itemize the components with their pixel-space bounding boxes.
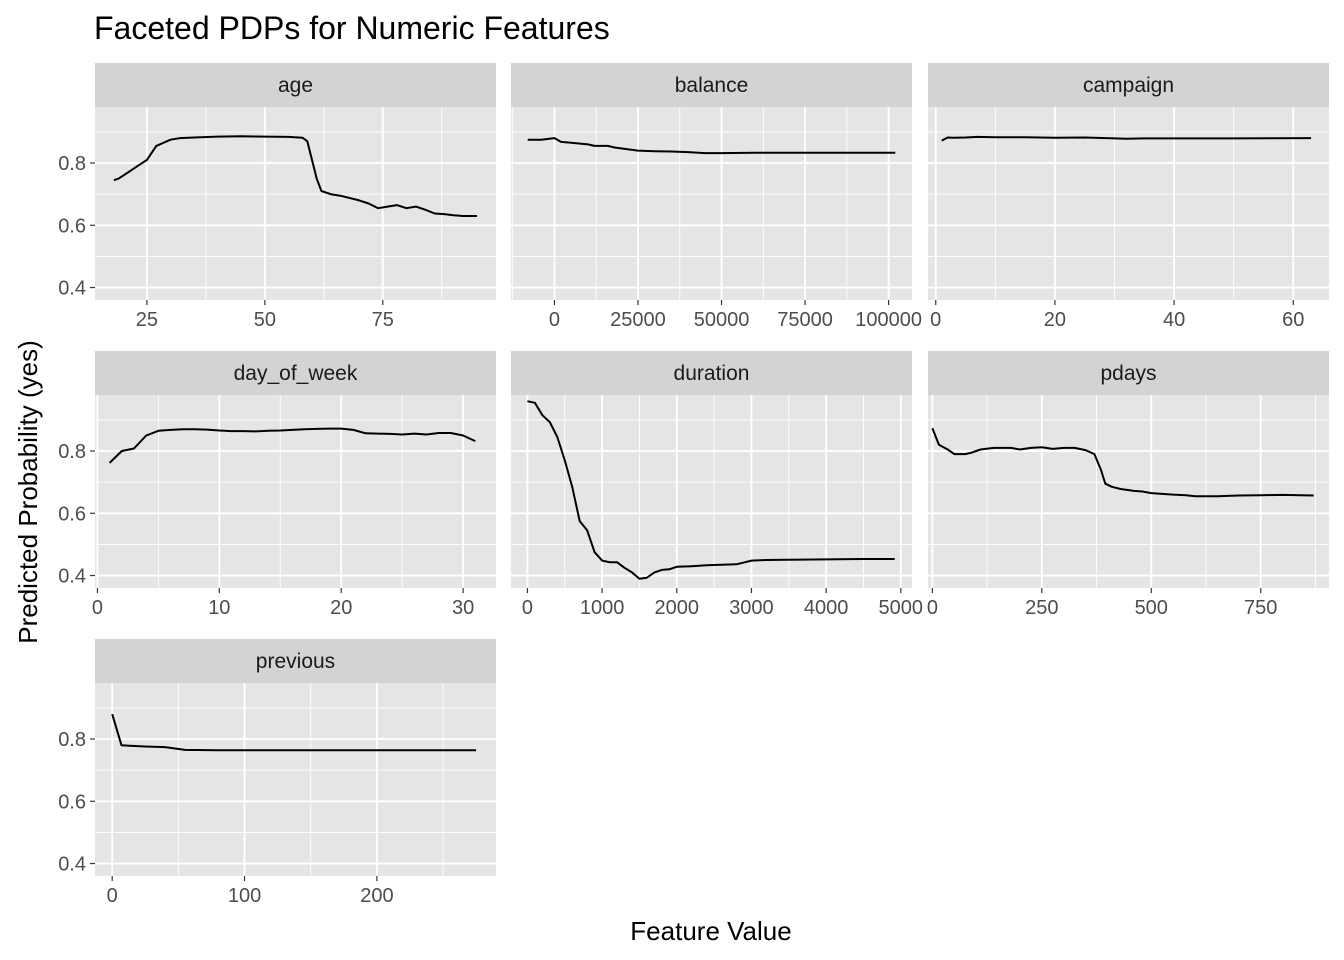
x-axis-title: Feature Value <box>630 916 791 946</box>
y-tick-label: 0.8 <box>58 729 86 751</box>
strip-label-age: age <box>278 74 313 97</box>
x-tick-label: 40 <box>1163 309 1185 331</box>
panel-pdays <box>928 395 1329 588</box>
pdp-line-duration <box>527 400 895 580</box>
x-tick-label: 0 <box>107 885 118 907</box>
x-tick-label: 3000 <box>729 597 774 619</box>
grid-balance <box>511 107 912 300</box>
strip-balance <box>511 63 912 107</box>
panel-age <box>95 107 496 300</box>
x-tick-label: 25 <box>136 309 158 331</box>
facet-balance: balance 0 25000 50000 75000 100000 <box>511 63 922 331</box>
x-tick-label: 100000 <box>855 309 922 331</box>
strip-pdays <box>928 351 1329 395</box>
x-tick-label: 20 <box>1044 309 1066 331</box>
x-tick-label: 60 <box>1282 309 1304 331</box>
panel-previous <box>95 683 496 876</box>
pdp-line-age <box>113 135 478 217</box>
facet-duration: duration 0 1000 2000 3000 4000 5000 <box>511 351 923 619</box>
x-tick-label: 250 <box>1025 597 1058 619</box>
facet-day-of-week: day_of_week 0 10 20 30 0.4 0.6 0.8 <box>58 351 496 619</box>
x-tick-label: 20 <box>330 597 352 619</box>
y-tick-label: 0.6 <box>58 215 86 237</box>
x-tick-label: 75 <box>372 309 394 331</box>
pdp-line-campaign <box>941 135 1312 142</box>
panel-balance <box>511 107 912 300</box>
panel-day-of-week <box>95 395 496 588</box>
strip-label-duration: duration <box>674 362 750 385</box>
facet-previous: previous 0 100 200 0.4 0.6 0.8 <box>58 639 496 907</box>
facet-age: age 25 50 75 0.4 0.6 0.8 <box>58 63 496 331</box>
y-tick-label: 0.4 <box>58 566 86 588</box>
strip-label-day-of-week: day_of_week <box>234 362 358 385</box>
x-tick-label: 50000 <box>694 309 750 331</box>
chart-title: Faceted PDPs for Numeric Features <box>94 10 610 46</box>
x-tick-label: 0 <box>522 597 533 619</box>
grid-day-of-week <box>95 395 496 588</box>
x-tick-label: 0 <box>549 309 560 331</box>
strip-label-previous: previous <box>256 650 335 673</box>
y-tick-label: 0.6 <box>58 503 86 525</box>
x-tick-label: 2000 <box>655 597 700 619</box>
x-tick-label: 0 <box>930 309 941 331</box>
grid-campaign <box>928 107 1329 300</box>
y-tick-label: 0.4 <box>58 854 86 876</box>
strip-label-campaign: campaign <box>1083 74 1174 97</box>
strip-campaign <box>928 63 1329 107</box>
x-tick-label: 4000 <box>804 597 849 619</box>
x-tick-label: 100 <box>228 885 261 907</box>
x-tick-label: 30 <box>452 597 474 619</box>
x-tick-label: 750 <box>1244 597 1277 619</box>
x-tick-label: 200 <box>360 885 393 907</box>
grid-pdays <box>928 395 1329 588</box>
y-tick-label: 0.4 <box>58 278 86 300</box>
x-tick-label: 10 <box>208 597 230 619</box>
pdp-line-pdays <box>931 427 1314 498</box>
grid-duration <box>511 395 912 588</box>
y-axis-title: Predicted Probability (yes) <box>13 340 43 643</box>
strip-duration <box>511 351 912 395</box>
strip-age <box>95 63 496 107</box>
pdp-line-balance <box>527 137 896 155</box>
strip-label-pdays: pdays <box>1100 362 1156 385</box>
strip-label-balance: balance <box>675 74 749 97</box>
x-tick-label: 1000 <box>580 597 625 619</box>
y-tick-label: 0.8 <box>58 153 86 175</box>
y-tick-label: 0.8 <box>58 441 86 463</box>
strip-previous <box>95 639 496 683</box>
x-tick-label: 5000 <box>879 597 924 619</box>
facet-pdays: pdays 0 250 500 750 <box>927 351 1329 619</box>
grid-age <box>95 107 496 300</box>
x-tick-label: 500 <box>1135 597 1168 619</box>
x-tick-label: 50 <box>254 309 276 331</box>
panel-duration <box>511 395 912 588</box>
y-tick-label: 0.6 <box>58 791 86 813</box>
facet-campaign: campaign 0 20 40 60 <box>928 63 1329 331</box>
x-tick-label: 25000 <box>610 309 666 331</box>
x-tick-label: 0 <box>927 597 938 619</box>
x-tick-label: 0 <box>92 597 103 619</box>
pdp-line-previous <box>111 713 477 752</box>
strip-day-of-week <box>95 351 496 395</box>
x-tick-label: 75000 <box>777 309 833 331</box>
pdp-line-day-of-week <box>108 427 476 464</box>
panel-campaign <box>928 107 1329 300</box>
